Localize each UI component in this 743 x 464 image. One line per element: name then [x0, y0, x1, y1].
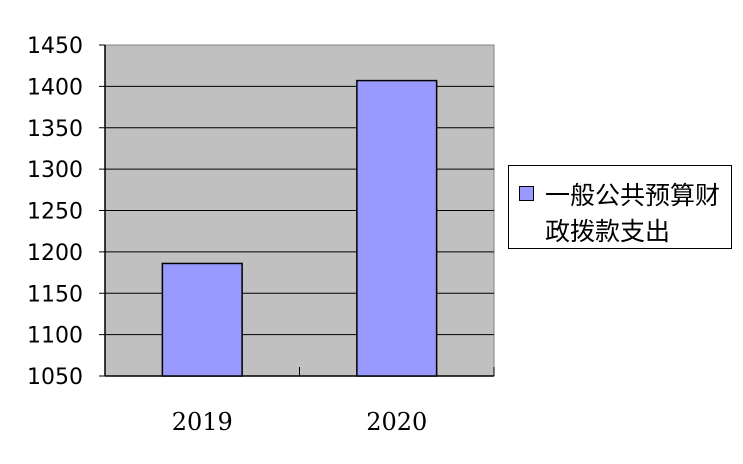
- x-tick-label: 2020: [366, 408, 427, 436]
- y-tick-label: 1150: [27, 282, 83, 307]
- y-tick-label: 1200: [27, 241, 83, 266]
- y-tick-label: 1300: [27, 158, 83, 183]
- legend-swatch: [519, 186, 534, 201]
- y-tick-label: 1100: [27, 324, 83, 349]
- y-tick-label: 1350: [27, 117, 83, 142]
- legend-label: 一般公共预算财政拨款支出: [545, 181, 721, 246]
- bar-2020: [356, 79, 438, 377]
- bar-2019: [161, 262, 243, 377]
- y-tick-label: 1250: [27, 200, 83, 225]
- y-tick-label: 1450: [27, 34, 83, 59]
- y-tick-label: 1400: [27, 75, 83, 100]
- legend: 一般公共预算财政拨款支出: [508, 165, 732, 249]
- y-tick-label: 1050: [27, 365, 83, 390]
- x-tick-label: 2019: [172, 408, 233, 436]
